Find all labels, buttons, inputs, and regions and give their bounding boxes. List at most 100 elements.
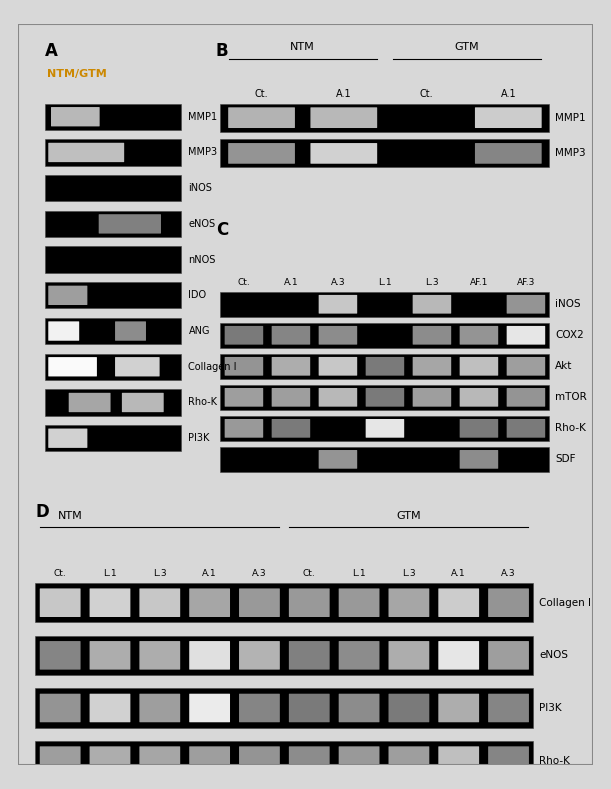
FancyBboxPatch shape <box>68 393 111 412</box>
FancyBboxPatch shape <box>389 589 430 617</box>
FancyBboxPatch shape <box>189 694 230 722</box>
Text: L.1: L.1 <box>353 570 366 578</box>
Bar <box>221 447 549 472</box>
FancyBboxPatch shape <box>289 694 330 722</box>
Bar <box>221 323 549 348</box>
FancyBboxPatch shape <box>338 694 379 722</box>
Bar <box>45 425 181 451</box>
FancyBboxPatch shape <box>338 746 379 775</box>
FancyBboxPatch shape <box>412 295 451 313</box>
FancyBboxPatch shape <box>225 419 263 438</box>
FancyBboxPatch shape <box>40 694 81 722</box>
FancyBboxPatch shape <box>412 357 451 376</box>
FancyBboxPatch shape <box>239 641 280 670</box>
Text: A: A <box>45 43 57 61</box>
FancyBboxPatch shape <box>507 357 545 376</box>
Text: B: B <box>216 43 229 61</box>
FancyBboxPatch shape <box>239 589 280 617</box>
Text: Collagen I: Collagen I <box>188 362 237 372</box>
Text: A.3: A.3 <box>501 570 516 578</box>
FancyBboxPatch shape <box>189 746 230 775</box>
Text: A.3: A.3 <box>331 278 345 287</box>
FancyBboxPatch shape <box>338 589 379 617</box>
Text: Collagen I: Collagen I <box>539 598 591 608</box>
FancyBboxPatch shape <box>189 589 230 617</box>
Bar <box>221 292 549 317</box>
Bar <box>221 353 549 379</box>
FancyBboxPatch shape <box>289 641 330 670</box>
Text: NTM/GTM: NTM/GTM <box>46 69 106 79</box>
Bar <box>45 246 181 273</box>
Bar <box>45 175 181 201</box>
FancyBboxPatch shape <box>139 589 180 617</box>
Text: Ct.: Ct. <box>419 89 433 99</box>
Bar <box>35 583 533 623</box>
FancyBboxPatch shape <box>365 419 404 438</box>
Text: A.1: A.1 <box>452 570 466 578</box>
FancyBboxPatch shape <box>338 641 379 670</box>
FancyBboxPatch shape <box>438 746 479 775</box>
FancyBboxPatch shape <box>412 326 451 345</box>
Bar <box>35 636 533 675</box>
FancyBboxPatch shape <box>459 450 498 469</box>
FancyBboxPatch shape <box>90 641 130 670</box>
Text: NTM: NTM <box>57 510 82 521</box>
FancyBboxPatch shape <box>90 746 130 775</box>
FancyBboxPatch shape <box>438 641 479 670</box>
FancyBboxPatch shape <box>319 295 357 313</box>
FancyBboxPatch shape <box>412 388 451 406</box>
FancyBboxPatch shape <box>438 694 479 722</box>
FancyBboxPatch shape <box>48 143 124 162</box>
Text: A.1: A.1 <box>202 570 217 578</box>
FancyBboxPatch shape <box>272 419 310 438</box>
Text: Rho-K: Rho-K <box>555 424 586 433</box>
Text: MMP3: MMP3 <box>188 148 218 158</box>
FancyBboxPatch shape <box>115 357 159 376</box>
Bar <box>45 103 181 130</box>
Text: eNOS: eNOS <box>188 219 216 229</box>
FancyBboxPatch shape <box>319 450 357 469</box>
Text: L.1: L.1 <box>378 278 392 287</box>
Bar <box>35 741 533 780</box>
FancyBboxPatch shape <box>90 589 130 617</box>
FancyBboxPatch shape <box>488 746 529 775</box>
Bar <box>35 688 533 727</box>
FancyBboxPatch shape <box>389 746 430 775</box>
FancyBboxPatch shape <box>40 746 81 775</box>
Bar <box>221 140 549 167</box>
Text: Rho-K: Rho-K <box>539 756 570 765</box>
FancyBboxPatch shape <box>289 746 330 775</box>
FancyBboxPatch shape <box>365 388 404 406</box>
FancyBboxPatch shape <box>139 641 180 670</box>
Text: COX2: COX2 <box>555 331 584 340</box>
Text: Ct.: Ct. <box>255 89 268 99</box>
Bar <box>45 389 181 416</box>
Text: D: D <box>35 503 49 521</box>
FancyBboxPatch shape <box>51 107 100 126</box>
FancyBboxPatch shape <box>239 746 280 775</box>
Text: C: C <box>216 221 228 239</box>
FancyBboxPatch shape <box>115 321 146 341</box>
Text: A.1: A.1 <box>500 89 516 99</box>
Text: nNOS: nNOS <box>188 255 216 264</box>
FancyBboxPatch shape <box>310 107 377 128</box>
Bar <box>221 384 549 410</box>
Text: Rho-K: Rho-K <box>188 398 218 407</box>
FancyBboxPatch shape <box>225 326 263 345</box>
FancyBboxPatch shape <box>40 641 81 670</box>
Text: MMP1: MMP1 <box>188 112 218 122</box>
FancyBboxPatch shape <box>507 419 545 438</box>
Text: A.3: A.3 <box>252 570 267 578</box>
FancyBboxPatch shape <box>459 357 498 376</box>
FancyBboxPatch shape <box>239 694 280 722</box>
Text: L.3: L.3 <box>402 570 415 578</box>
Text: A.1: A.1 <box>284 278 298 287</box>
Text: MMP3: MMP3 <box>555 148 586 159</box>
Text: GTM: GTM <box>455 42 480 52</box>
Text: Ct.: Ct. <box>54 570 67 578</box>
Bar <box>45 140 181 166</box>
FancyBboxPatch shape <box>507 388 545 406</box>
FancyBboxPatch shape <box>488 589 529 617</box>
FancyBboxPatch shape <box>488 694 529 722</box>
Text: mTOR: mTOR <box>555 392 587 402</box>
